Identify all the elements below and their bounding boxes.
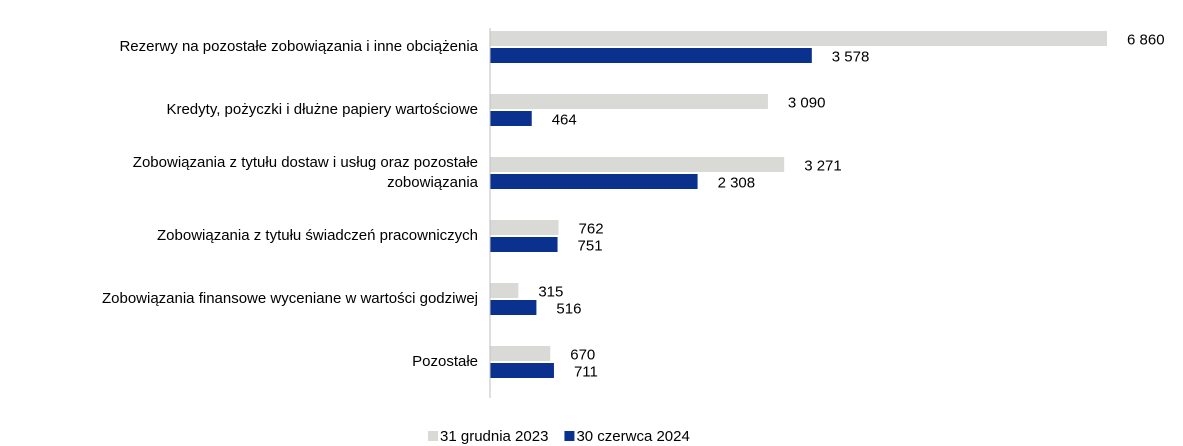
bar (490, 31, 1107, 46)
category-label: Zobowiązania finansowe wyceniane w warto… (102, 290, 478, 307)
category-label-line: zobowiązania (387, 174, 479, 191)
value-label: 751 (578, 237, 603, 254)
bar (490, 363, 554, 378)
value-label: 516 (556, 300, 581, 317)
category-label: Kredyty, pożyczki i dłużne papiery warto… (166, 101, 478, 118)
bar (490, 283, 519, 298)
value-label: 315 (538, 283, 563, 300)
bar (490, 157, 785, 172)
bar (490, 94, 768, 109)
bar (490, 300, 537, 315)
value-label: 711 (574, 363, 598, 380)
bar (490, 237, 558, 252)
category-label: Zobowiązania z tytułu dostaw i usług ora… (133, 154, 479, 191)
value-label: 2 308 (718, 174, 756, 191)
legend-swatch (564, 431, 575, 441)
legend-swatch (428, 431, 438, 441)
bar (490, 174, 698, 189)
category-label-line: Zobowiązania z tytułu dostaw i usług ora… (133, 154, 478, 171)
bar (490, 111, 532, 126)
legend-label: 30 czerwca 2024 (576, 428, 689, 445)
bar (490, 346, 551, 361)
legend-label: 31 grudnia 2023 (440, 428, 548, 445)
bar (490, 48, 812, 63)
value-label: 670 (570, 346, 595, 363)
value-label: 3 578 (832, 48, 870, 65)
category-label: Rezerwy na pozostałe zobowiązania i inne… (119, 38, 478, 55)
value-label: 6 860 (1127, 31, 1165, 48)
value-label: 3 271 (804, 157, 842, 174)
value-label: 762 (579, 220, 604, 237)
value-label: 464 (552, 111, 577, 128)
bar (490, 220, 559, 235)
category-label: Zobowiązania z tytułu świadczeń pracowni… (157, 227, 478, 244)
category-label: Pozostałe (412, 353, 478, 370)
value-label: 3 090 (788, 94, 826, 111)
